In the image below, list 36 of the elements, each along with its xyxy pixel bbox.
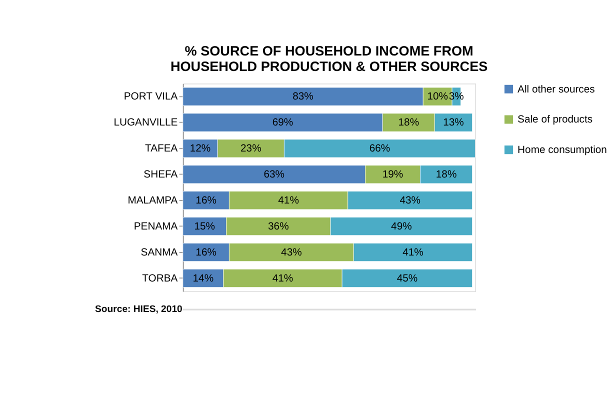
data-label: 69% xyxy=(272,118,294,129)
legend-label: Sale of products xyxy=(518,114,593,126)
chart-title: % SOURCE OF HOUSEHOLD INCOME FROM HOUSEHOLD PRODUCTION & OTHER SOURCES xyxy=(170,44,488,74)
data-label: 18% xyxy=(436,170,457,181)
legend-label: All other sources xyxy=(518,84,595,96)
data-label: 10% xyxy=(427,92,448,103)
data-label: 41% xyxy=(402,247,424,258)
y-tick-label: SANMA xyxy=(140,247,178,258)
data-label: 83% xyxy=(292,92,314,103)
source-note: Source: HIES, 2010 xyxy=(95,304,182,315)
data-label: 23% xyxy=(240,144,262,155)
data-label: 13% xyxy=(443,118,464,129)
data-label: 14% xyxy=(192,273,214,284)
y-tick-label: LUGANVILLE xyxy=(114,118,178,129)
data-label: 63% xyxy=(264,170,284,181)
data-label: 19% xyxy=(382,170,404,181)
data-label: 16% xyxy=(196,247,216,258)
data-label: 49% xyxy=(391,222,412,233)
data-label: 16% xyxy=(196,196,216,207)
y-tick-label: PORT VILA xyxy=(124,92,178,103)
y-tick-label: PENAMA xyxy=(134,222,178,233)
data-label: 36% xyxy=(268,222,289,233)
data-label: 66% xyxy=(369,144,390,155)
data-label: 15% xyxy=(194,222,215,233)
y-tick-label: TAFEA xyxy=(145,144,178,155)
data-label: 45% xyxy=(396,273,418,284)
y-tick-label: SHEFA xyxy=(144,170,178,181)
data-label: 41% xyxy=(278,196,299,207)
data-label: 41% xyxy=(272,273,294,284)
data-label: 43% xyxy=(400,196,420,207)
legend-label: Home consumption xyxy=(518,145,608,156)
data-label: 12% xyxy=(190,144,211,155)
data-label: 43% xyxy=(281,247,302,258)
y-tick-label: MALAMPA xyxy=(128,196,178,207)
y-tick-label: TORBA xyxy=(142,273,178,284)
data-label: 18% xyxy=(398,118,420,129)
